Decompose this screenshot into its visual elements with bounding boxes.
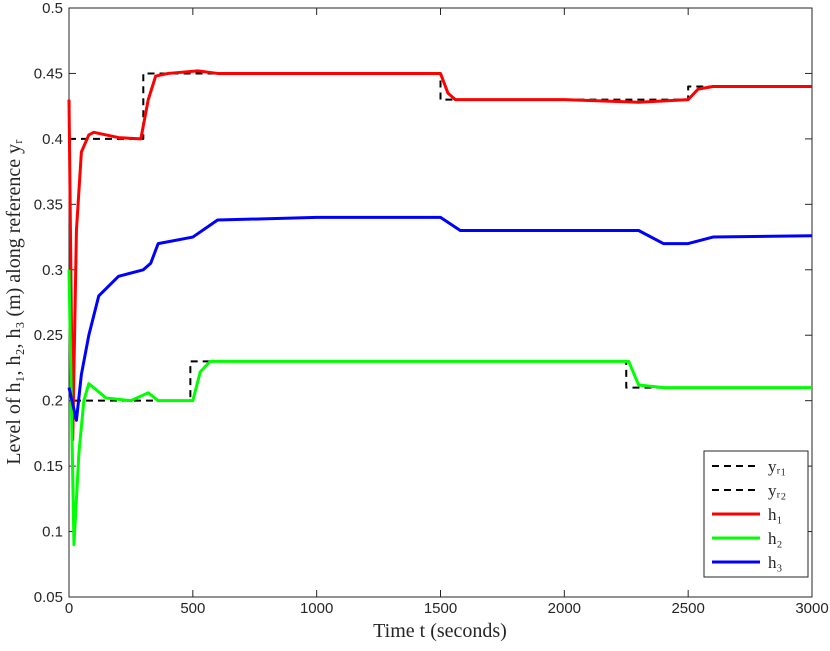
legend-label: h₁ [768, 505, 782, 524]
y-tick-label: 0.15 [34, 458, 63, 475]
y-tick-label: 0.2 [42, 393, 63, 410]
series-line [67, 215, 813, 422]
x-tick-label: 0 [65, 600, 73, 617]
y-tick-label: 0.05 [34, 589, 63, 606]
y-axis-label: Level of h₁, h₂, h₃ (m) along reference … [3, 139, 25, 465]
y-tick-label: 0.35 [34, 196, 63, 213]
plot-area [68, 7, 813, 598]
y-tick-label: 0.5 [42, 0, 63, 17]
legend: yᵣ₁ yᵣ₂ h₁ h₂ h₃ [703, 450, 809, 578]
y-tick-label: 0.45 [34, 65, 63, 82]
x-tick-label: 2000 [548, 600, 581, 617]
series-line [67, 269, 812, 547]
y-tick-label: 0.4 [42, 131, 63, 148]
y-tick-label: 0.3 [42, 262, 63, 279]
legend-label: h₂ [768, 529, 782, 548]
y-tick-label: 0.1 [42, 524, 63, 541]
series-line [67, 69, 812, 442]
y-tick-label: 0.25 [34, 327, 63, 344]
x-tick-label: 1000 [300, 600, 333, 617]
legend-label: yᵣ₂ [768, 481, 786, 500]
x-tick-label: 500 [180, 600, 205, 617]
legend-label: yᵣ₁ [768, 457, 786, 476]
x-tick-label: 1500 [424, 600, 457, 617]
x-tick-label: 3000 [795, 600, 828, 617]
x-tick-label: 2500 [671, 600, 704, 617]
x-axis-label: Time t (seconds) [373, 620, 507, 642]
legend-label: h₃ [768, 553, 783, 572]
